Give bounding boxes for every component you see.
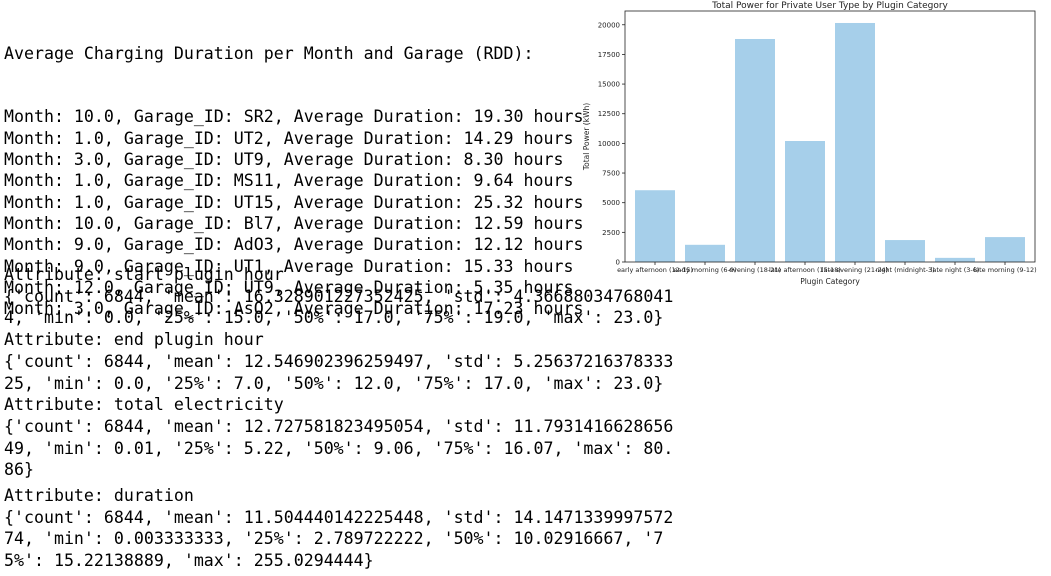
x-tick-label: late evening (21-24) (822, 266, 888, 274)
stats-line: 25, 'min': 0.0, '25%': 7.0, '50%': 12.0,… (4, 373, 664, 393)
y-tick-label: 10000 (598, 140, 620, 148)
y-tick-label: 15000 (598, 81, 620, 89)
x-tick-label: early afternoon (12-15) (617, 266, 693, 274)
bar (885, 240, 925, 262)
output-line: Month: 9.0, Garage_ID: AdO3, Average Dur… (4, 235, 584, 255)
output-line: Month: 3.0, Garage_ID: AsO2, Average Dur… (4, 299, 584, 319)
chart: Total Power for Private User Type by Plu… (582, 1, 1037, 286)
x-tick-label: night (midnight-3) (875, 266, 934, 274)
plot-frame (624, 10, 1036, 263)
attribute-label: Attribute: total electricity (4, 395, 284, 415)
y-tick-label: 0 (616, 259, 620, 267)
output-line: Month: 1.0, Garage_ID: MS11, Average Dur… (4, 171, 574, 191)
bar (835, 22, 875, 263)
y-tick-label: 17500 (598, 51, 620, 59)
y-tick-label: 7500 (602, 170, 620, 178)
y-tick-label: 5000 (602, 199, 620, 207)
stats-line: 4, 'min': 0.0, '25%': 15.0, '50%': 17.0,… (4, 308, 664, 328)
bar (635, 190, 675, 262)
attribute-label: Attribute: duration (4, 486, 194, 506)
stats-line: 49, 'min': 0.01, '25%': 5.22, '50%': 9.0… (4, 438, 674, 458)
output-header: Average Charging Duration per Month and … (4, 43, 534, 63)
x-tick-label: early morning (6-9) (673, 266, 736, 274)
output-line: Month: 12.0, Garage_ID: UT9, Average Dur… (4, 277, 574, 297)
bar (935, 257, 975, 262)
bar (685, 244, 725, 262)
x-axis-label: Plugin Category (800, 277, 860, 286)
stats-line: {'count': 6844, 'mean': 12.5469023962594… (4, 351, 674, 371)
stats-line: {'count': 6844, 'mean': 11.5044401422254… (4, 507, 674, 527)
attribute-label: Attribute: start plugin hour (4, 265, 284, 284)
y-tick-label: 2500 (602, 229, 620, 237)
stats-output: Attribute: start plugin hour {'count': 68… (4, 264, 673, 572)
stats-group: Attribute: total electricity {'count': 68… (4, 394, 673, 481)
y-tick-label: 12500 (598, 110, 620, 118)
attribute-label: Attribute: end plugin hour (4, 330, 264, 350)
stats-group: Attribute: end plugin hour {'count': 6844… (4, 329, 673, 394)
y-axis-label: Total Power (kWh) (582, 103, 591, 171)
output-line: Month: 9.0, Garage_ID: UT1, Average Dura… (4, 256, 574, 276)
x-tick-label: late night (3-6) (931, 266, 980, 274)
x-tick-label: late morning (9-12) (973, 266, 1036, 274)
stats-line: {'count': 6844, 'mean': 16.3289012273524… (4, 286, 674, 306)
output-line: Month: 1.0, Garage_ID: UT15, Average Dur… (4, 192, 584, 212)
output-line: Month: 3.0, Garage_ID: UT9, Average Dura… (4, 150, 564, 170)
stats-line: 86} (4, 460, 34, 480)
output-line: Month: 1.0, Garage_ID: UT2, Average Dura… (4, 128, 574, 148)
bar (985, 237, 1025, 262)
output-line: Month: 10.0, Garage_ID: SR2, Average Dur… (4, 107, 584, 127)
stats-group: Attribute: start plugin hour {'count': 68… (4, 264, 673, 329)
stats-group: Attribute: duration {'count': 6844, 'mean… (4, 485, 673, 572)
stats-line: 74, 'min': 0.003333333, '25%': 2.7897222… (4, 529, 664, 549)
stats-line: {'count': 6844, 'mean': 12.7275818234950… (4, 416, 674, 436)
x-tick-label: late afternoon (15-18) (769, 266, 841, 274)
x-tick-label: evening (18-21) (729, 266, 781, 274)
y-tick-label: 20000 (598, 21, 620, 29)
output-line: Month: 10.0, Garage_ID: Bl7, Average Dur… (4, 213, 584, 233)
stats-line: 5%': 15.22138889, 'max': 255.0294444} (4, 551, 374, 571)
bar (785, 141, 825, 262)
chart-title: Total Power for Private User Type by Plu… (711, 1, 948, 11)
bar (735, 38, 775, 263)
rdd-output: Average Charging Duration per Month and … (4, 0, 583, 319)
